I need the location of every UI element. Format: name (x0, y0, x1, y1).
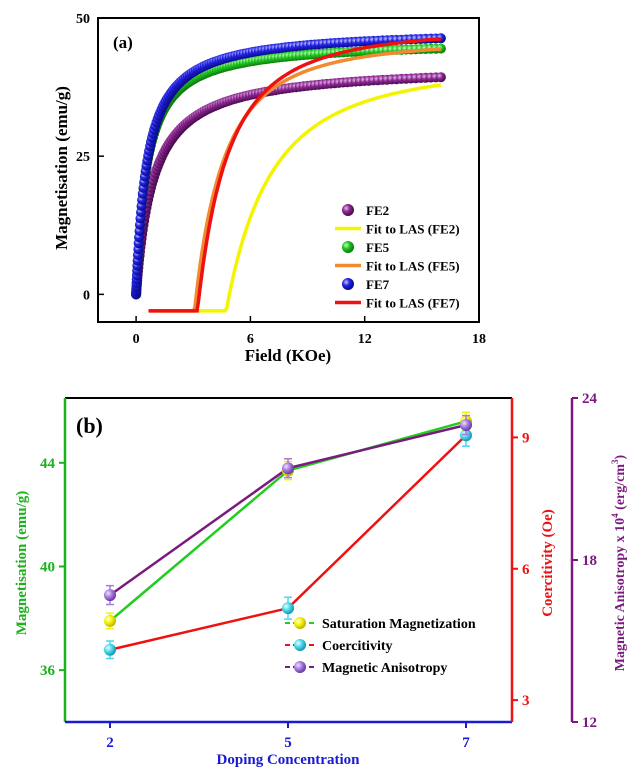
legend-label: Fit to LAS (FE5) (366, 259, 460, 274)
legend-marker (294, 617, 306, 629)
panel-b-left-axis-title: Magnetisation (emu/g) (14, 491, 30, 636)
panel-a-legend: FE2 Fit to LAS (FE2) FE5 Fit to LAS (FE5) FE… (335, 203, 460, 311)
legend-label: FE7 (366, 277, 390, 292)
anisotropy-title-end: ) (613, 454, 628, 459)
legend-label: Fit to LAS (FE7) (366, 296, 460, 311)
panel-a-frame (97, 17, 480, 323)
panel-b-coercivity-axis-title: Coercitivity (Oe) (540, 509, 556, 617)
anisotropy-title-main: Magnetic Anisotropy x 10 (613, 518, 628, 671)
anisotropy-title-unit: (erg/cm (613, 464, 628, 514)
anisotropy-title-sup2: 3 (610, 459, 620, 464)
panel-a-x-tick-label: 0 (133, 332, 140, 347)
panel-b-y-tick-label: 3 (522, 693, 530, 709)
panel-b-x-tick-label: 7 (462, 735, 470, 751)
series-line (109, 423, 467, 597)
panel-b-y-tick-label: 40 (40, 559, 55, 575)
series-line (148, 37, 442, 313)
panel-a-x-axis-title: Field (KOe) (245, 346, 331, 365)
legend-label: Saturation Magnetization (322, 617, 476, 632)
panel-a-label: (a) (113, 33, 133, 52)
panel-a-y-tick-label: 0 (83, 288, 90, 303)
data-point (460, 429, 472, 442)
panel-b-y-tick-label: 44 (40, 456, 56, 472)
panel-b-y-tick-label: 12 (582, 715, 597, 731)
series-fe7-markers (131, 33, 446, 300)
panel-a-y-axis-title: Magnetisation (emu/g) (52, 86, 71, 250)
panel-a-x-tick-label: 12 (358, 332, 372, 347)
legend-label: FE5 (366, 240, 390, 255)
panel-b-y-tick-label: 36 (40, 663, 56, 679)
panel-b-x-axis-title: Doping Concentration (217, 752, 361, 768)
panel-a-y-tick-label: 25 (76, 150, 90, 165)
series-fe5-point (435, 43, 446, 54)
panel-b-series (104, 411, 472, 660)
legend-marker (294, 639, 306, 651)
legend-label: FE2 (366, 203, 389, 218)
panel-a-x-tick-label: 6 (247, 332, 254, 347)
panel-b-x-tick-label: 2 (106, 735, 114, 751)
legend-label: Fit to LAS (FE2) (366, 222, 460, 237)
panel-b-anisotropy-axis-title: Magnetic Anisotropy x 104 (erg/cm3) (610, 454, 628, 671)
panel-a-x-tick-label: 18 (472, 332, 486, 347)
legend-marker (294, 661, 306, 673)
panel-b-y-tick-label: 9 (522, 430, 530, 446)
series-fe2-point (435, 72, 446, 83)
panel-b-x-tick-label: 5 (284, 735, 292, 751)
legend-label: Magnetic Anisotropy (322, 661, 447, 676)
legend-marker (342, 278, 354, 290)
data-point (104, 614, 116, 627)
panel-b-y-tick-label: 6 (522, 562, 530, 578)
legend-label: Coercitivity (322, 639, 393, 654)
data-point (282, 602, 294, 615)
panel-b-label: (b) (76, 413, 103, 438)
data-point (104, 643, 116, 656)
data-point (104, 589, 116, 602)
panel-a: 0 6 12 18 0 25 50 (a) Field (KOe) Magnetisatio… (52, 12, 486, 365)
legend-marker (342, 204, 354, 216)
panel-a-curves (131, 33, 446, 313)
legend-marker (342, 241, 354, 253)
series-line (109, 420, 467, 622)
anisotropy-title-sup1: 4 (610, 513, 620, 518)
panel-b-y-tick-label: 18 (582, 553, 597, 569)
data-point (460, 419, 472, 431)
panel-b-y-tick-label: 24 (582, 391, 598, 407)
panel-a-ticks: 0 6 12 18 0 25 50 (76, 12, 486, 347)
data-point (282, 462, 294, 475)
panel-b-legend: Saturation Magnetization Coercitivity Magn… (285, 617, 476, 676)
panel-a-y-tick-label: 50 (76, 12, 90, 27)
